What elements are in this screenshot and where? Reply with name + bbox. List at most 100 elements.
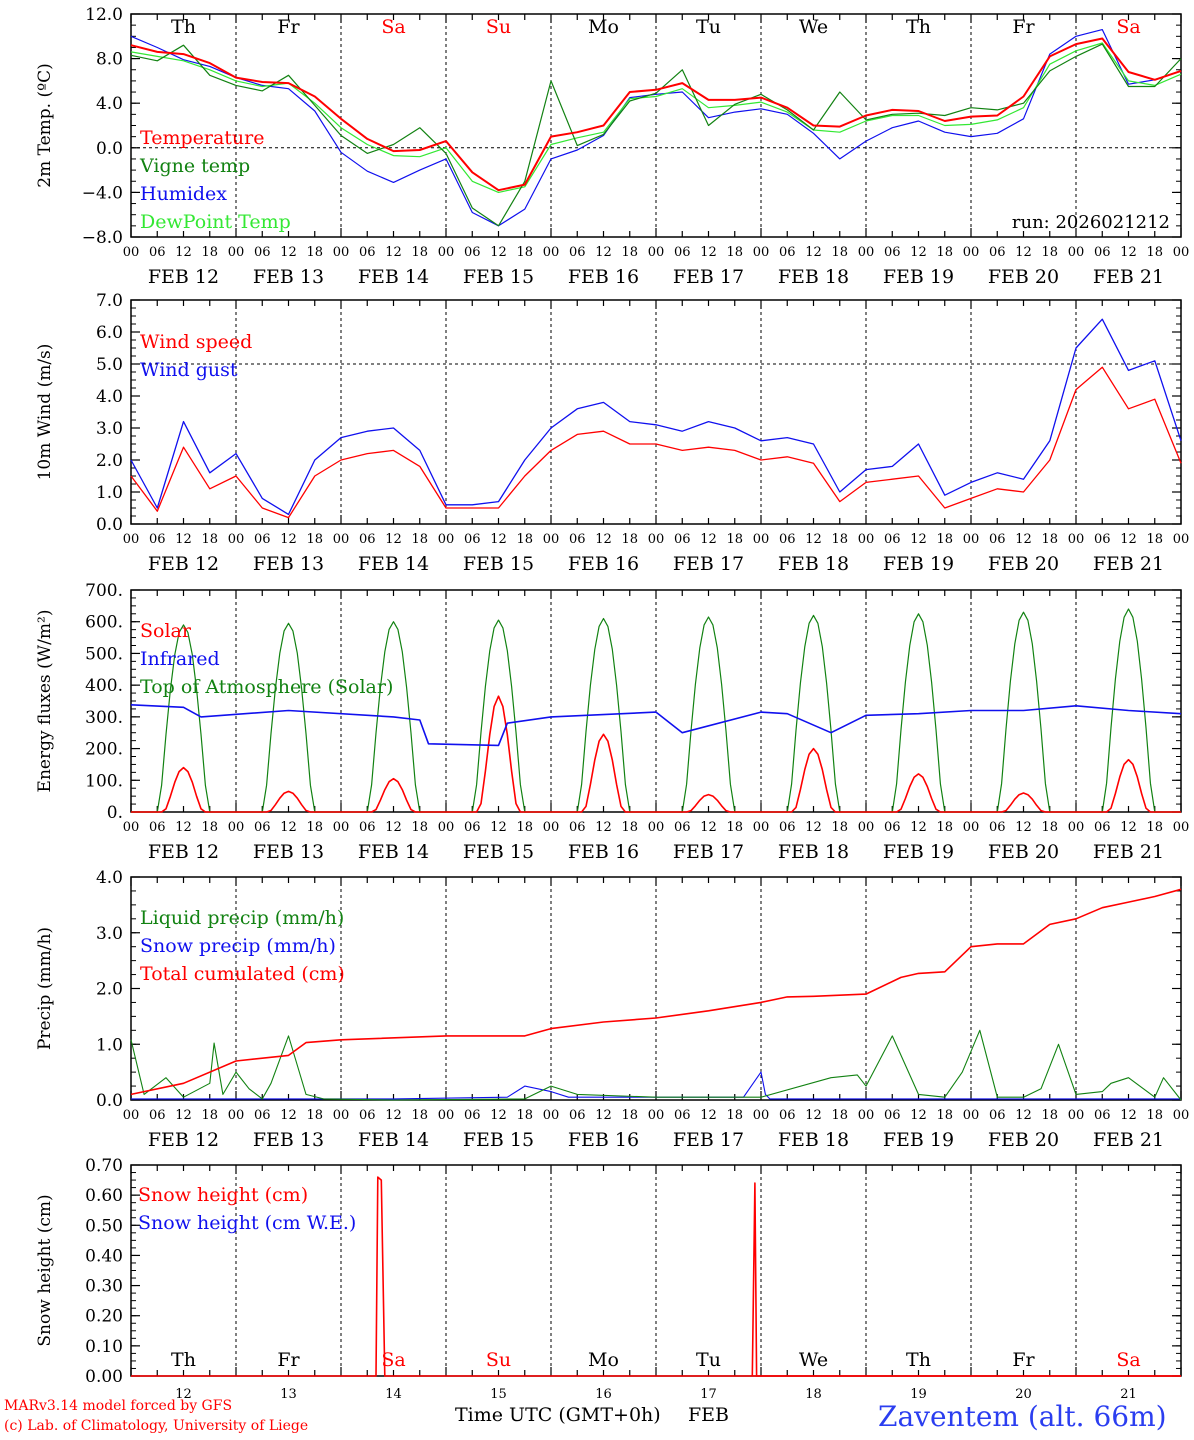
date-label: FEB 16 <box>568 841 639 863</box>
y-tick-label: 0.30 <box>85 1277 123 1297</box>
hour-tick-label: 06 <box>149 1108 166 1123</box>
hour-tick-label: 06 <box>359 532 376 547</box>
series-line-solar <box>131 695 1181 813</box>
hour-tick-label: 00 <box>333 820 350 835</box>
y-axis-label: 2m Temp. (ºC) <box>35 63 55 188</box>
hour-tick-label: 00 <box>1173 532 1190 547</box>
hour-tick-label: 06 <box>779 1108 796 1123</box>
hour-tick-label: 06 <box>149 532 166 547</box>
hour-tick-label: 00 <box>123 820 140 835</box>
y-tick-label: 700. <box>85 581 123 601</box>
hour-tick-label: 06 <box>149 820 166 835</box>
day-name-label: Sa <box>381 16 405 38</box>
day-name-label: Sa <box>1116 1349 1140 1371</box>
day-name-label: Fr <box>1012 1349 1035 1371</box>
series-line-wind-gust <box>130 318 1182 516</box>
hour-tick-label: 00 <box>963 245 980 260</box>
date-label: FEB 18 <box>778 553 849 575</box>
hour-tick-label: 06 <box>1094 532 1111 547</box>
hour-tick-label: 18 <box>936 532 953 547</box>
hour-tick-label: 00 <box>1173 820 1190 835</box>
hour-tick-label: 06 <box>884 820 901 835</box>
date-label: FEB 12 <box>148 841 219 863</box>
legend-entry: Top of Atmosphere (Solar) <box>140 676 393 698</box>
hour-tick-label: 00 <box>1068 532 1085 547</box>
y-tick-label: 0.10 <box>85 1337 123 1357</box>
series-line-infrared <box>130 704 1182 747</box>
day-name-label: Su <box>486 16 511 38</box>
y-axis-label: 10m Wind (m/s) <box>35 344 55 481</box>
y-tick-label: 4.0 <box>96 94 123 114</box>
hour-tick-label: 18 <box>411 245 428 260</box>
day-number-label: 18 <box>805 1387 822 1402</box>
hour-tick-label: 06 <box>989 820 1006 835</box>
date-label: FEB 14 <box>358 266 429 288</box>
hour-tick-label: 06 <box>779 245 796 260</box>
date-label: FEB 15 <box>463 553 534 575</box>
date-label: FEB 20 <box>988 841 1059 863</box>
hour-tick-label: 06 <box>674 532 691 547</box>
hour-tick-label: 06 <box>674 245 691 260</box>
legend-entry: Solar <box>140 620 192 642</box>
series-line-dewpoint-temp <box>130 42 1182 193</box>
hour-tick-label: 00 <box>333 245 350 260</box>
hour-tick-label: 06 <box>464 820 481 835</box>
y-tick-label: 7.0 <box>96 291 123 311</box>
y-tick-label: 2.0 <box>96 980 123 1000</box>
hour-tick-label: 06 <box>1094 245 1111 260</box>
day-number-label: 19 <box>910 1387 927 1402</box>
hour-tick-label: 12 <box>385 1108 402 1123</box>
date-label: FEB 20 <box>988 553 1059 575</box>
date-label: FEB 19 <box>883 266 954 288</box>
legend-entry: Snow height (cm) <box>138 1184 308 1206</box>
hour-tick-label: 12 <box>280 532 297 547</box>
legend-entry: Temperature <box>140 127 264 149</box>
series-line-snow-height <box>751 1182 1181 1377</box>
y-tick-label: 4.0 <box>96 387 123 407</box>
hour-tick-label: 00 <box>123 245 140 260</box>
y-tick-label: 2.0 <box>96 451 123 471</box>
hour-tick-label: 00 <box>543 820 560 835</box>
day-name-label: Th <box>171 16 196 38</box>
hour-tick-label: 12 <box>805 820 822 835</box>
legend-entry: DewPoint Temp <box>140 211 291 233</box>
hour-tick-label: 00 <box>648 820 665 835</box>
hour-tick-label: 18 <box>516 532 533 547</box>
day-name-label: Fr <box>277 1349 300 1371</box>
hour-tick-label: 12 <box>385 532 402 547</box>
hour-tick-label: 12 <box>910 245 927 260</box>
hour-tick-label: 00 <box>1068 820 1085 835</box>
hour-tick-label: 18 <box>726 532 743 547</box>
hour-tick-label: 06 <box>254 532 271 547</box>
legend-entry: Infrared <box>140 648 220 670</box>
date-label: FEB 15 <box>463 266 534 288</box>
day-number-label: 17 <box>700 1387 717 1402</box>
day-name-label: Th <box>906 1349 931 1371</box>
legend-entry: Vigne temp <box>139 155 250 177</box>
day-name-label: Su <box>486 1349 511 1371</box>
hour-tick-label: 12 <box>595 245 612 260</box>
date-label: FEB 14 <box>358 841 429 863</box>
hour-tick-label: 12 <box>1120 532 1137 547</box>
hour-tick-label: 06 <box>254 1108 271 1123</box>
date-label: FEB 14 <box>358 1129 429 1151</box>
hour-tick-label: 00 <box>858 532 875 547</box>
hour-tick-label: 06 <box>359 820 376 835</box>
date-label: FEB 16 <box>568 1129 639 1151</box>
hour-tick-label: 18 <box>1146 532 1163 547</box>
day-number-label: 21 <box>1120 1387 1137 1402</box>
series-line-total-cumulated-cm- <box>130 888 1182 1096</box>
y-tick-label: 6.0 <box>96 323 123 343</box>
month-label: FEB <box>688 1404 730 1426</box>
day-name-label: Tu <box>696 16 721 38</box>
y-tick-label: 400. <box>85 676 123 696</box>
hour-tick-label: 00 <box>123 532 140 547</box>
hour-tick-label: 12 <box>385 820 402 835</box>
hour-tick-label: 18 <box>726 245 743 260</box>
date-label: FEB 19 <box>883 553 954 575</box>
y-tick-label: 500. <box>85 644 123 664</box>
hour-tick-label: 12 <box>1015 820 1032 835</box>
hour-tick-label: 18 <box>726 1108 743 1123</box>
legend-entry: Total cumulated (cm) <box>140 963 345 985</box>
